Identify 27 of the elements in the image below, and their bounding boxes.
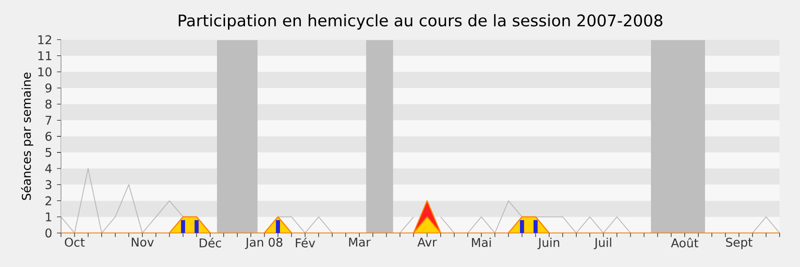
y-tick-label: 11 <box>38 51 52 60</box>
x-tick-label: Nov <box>132 238 154 247</box>
y-tick-label: 0 <box>45 228 52 238</box>
x-tick-label: Oct <box>64 238 85 247</box>
x-tick-label: Août <box>670 238 698 248</box>
x-tick-label: Mar <box>349 238 371 247</box>
y-tick-label: 4 <box>45 164 52 173</box>
x-tick-label: Juin <box>537 238 560 250</box>
y-tick-label: 8 <box>45 100 52 109</box>
y-tick-label: 10 <box>38 67 52 76</box>
y-tick-label: 5 <box>46 148 52 157</box>
chart-title: Participation en hemicycle au cours de la session 2007-2008 <box>178 14 662 30</box>
y-tick-label: 1 <box>46 212 52 222</box>
y-tick-label: 12 <box>38 35 52 44</box>
x-tick-label: Avr <box>417 238 437 246</box>
x-tick-label: Mai <box>472 238 491 247</box>
y-tick-label: 3 <box>46 180 52 190</box>
y-tick-label: 9 <box>45 83 52 93</box>
x-tick-label: Juil <box>594 238 612 250</box>
x-tick-label: Fév <box>296 238 316 248</box>
y-axis-title: Séances par semaine <box>21 72 34 200</box>
x-tick-label: Sept <box>726 238 752 250</box>
y-tick-label: 7 <box>46 116 52 125</box>
y-tick-label: 2 <box>46 196 52 206</box>
x-tick-label: Jan 08 <box>244 238 282 250</box>
x-tick-label: Déc <box>200 238 222 248</box>
y-tick-label: 6 <box>46 132 52 141</box>
